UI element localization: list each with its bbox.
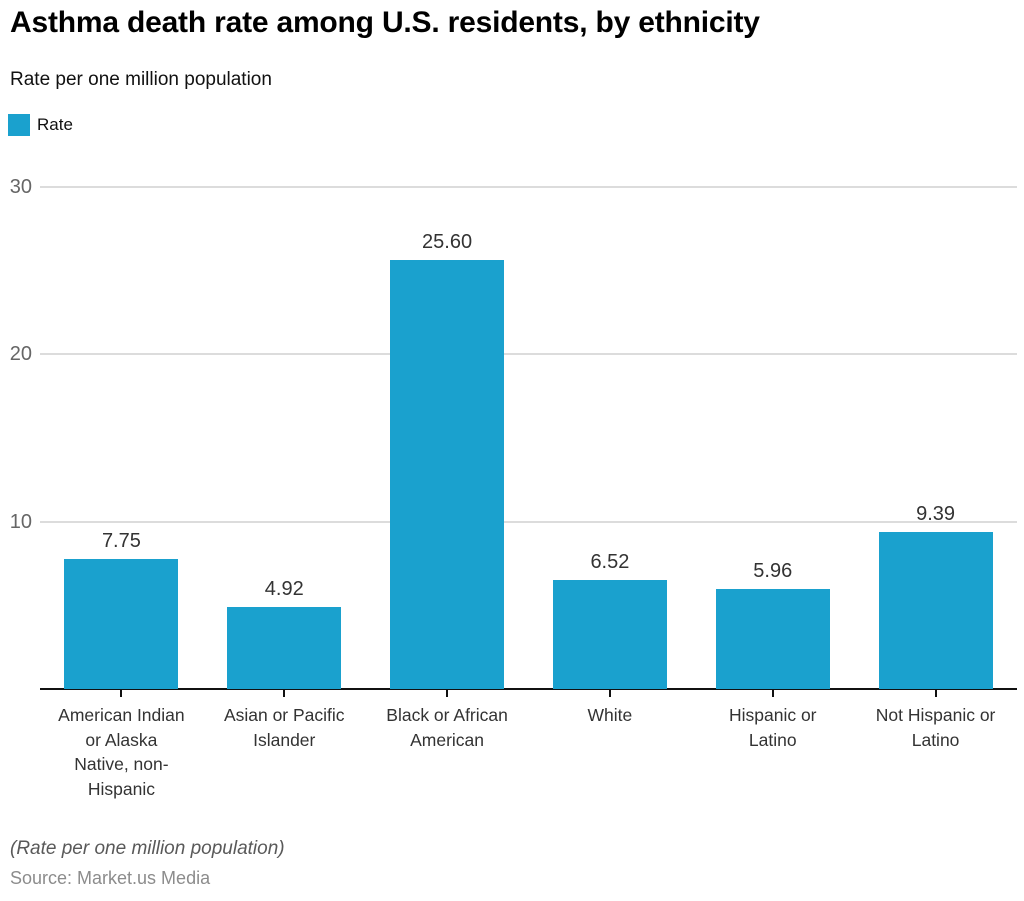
x-axis-label: American Indian or Alaska Native, non- H… — [58, 705, 185, 799]
legend-label: Rate — [37, 115, 73, 134]
chart-bar[interactable] — [227, 606, 342, 689]
x-axis-label: Not Hispanic or Latino — [875, 705, 996, 750]
legend: Rate — [8, 114, 73, 136]
footnote: (Rate per one million population) — [10, 838, 285, 859]
y-axis-tick-label: 20 — [9, 343, 32, 365]
x-axis-tick — [120, 690, 123, 697]
legend-item-rate[interactable]: Rate — [8, 114, 73, 136]
x-axis-label: Asian or Pacific Islander — [223, 705, 345, 750]
gridline — [40, 520, 1017, 523]
x-axis-tick — [934, 690, 937, 697]
chart-bar[interactable] — [878, 531, 993, 689]
x-axis-line — [40, 688, 1017, 690]
x-axis-label: Hispanic or Latino — [728, 705, 817, 750]
x-axis-tick — [446, 690, 449, 697]
chart-title: Asthma death rate among U.S. residents, … — [10, 6, 760, 39]
bar-value-label: 9.39 — [916, 502, 956, 525]
y-axis-tick-label: 10 — [9, 510, 32, 533]
x-axis-label: Black or African American — [386, 705, 508, 750]
chart-bar[interactable] — [64, 559, 179, 689]
chart-bar[interactable] — [552, 579, 667, 689]
x-axis-tick — [771, 690, 774, 697]
gridline — [40, 185, 1017, 188]
bar-value-label: 7.75 — [101, 530, 141, 553]
x-axis-tick — [283, 690, 286, 697]
x-axis-tick — [608, 690, 611, 697]
x-axis-label: White — [587, 705, 633, 725]
chart-bar[interactable] — [715, 589, 830, 689]
chart-bar[interactable] — [390, 260, 505, 689]
legend-swatch-icon — [8, 114, 30, 136]
y-axis-tick-label: 30 — [9, 175, 32, 198]
bar-value-label: 5.96 — [753, 560, 793, 583]
chart-subtitle: Rate per one million population — [10, 69, 272, 90]
bar-value-label: 4.92 — [264, 577, 304, 600]
gridline — [40, 353, 1017, 355]
bar-value-label: 6.52 — [590, 550, 630, 573]
source-credit: Source: Market.us Media — [10, 868, 211, 888]
bar-value-label: 25.60 — [422, 231, 473, 254]
